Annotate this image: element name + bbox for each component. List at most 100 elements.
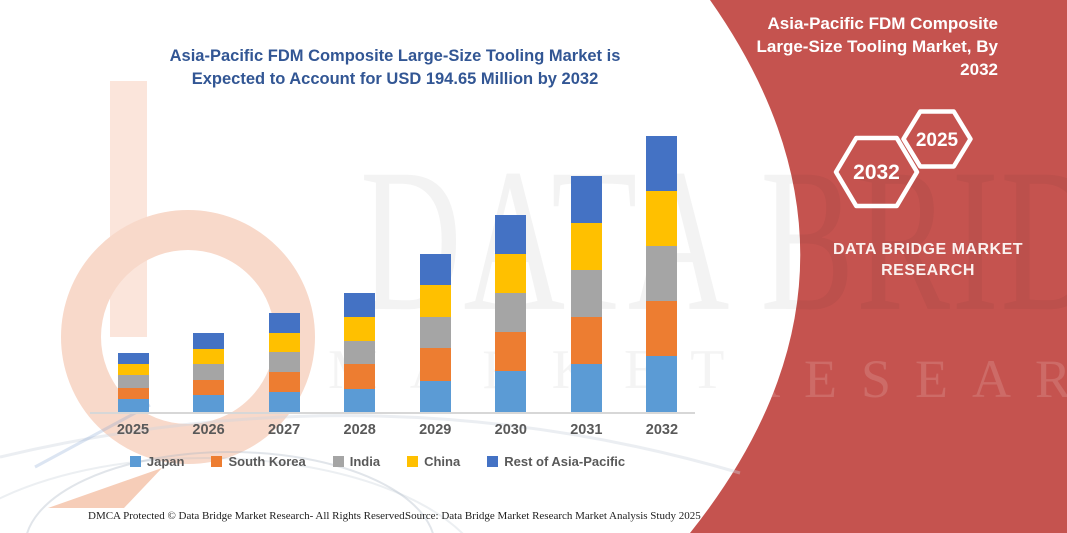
right-panel-heading: Asia-Pacific FDM Composite Large-Size To… <box>740 12 998 81</box>
stacked-bar-2028 <box>344 292 376 412</box>
bar-segment-2025-south-korea <box>117 387 149 399</box>
x-axis-label-2032: 2032 <box>645 422 679 438</box>
bar-segment-2029-rest-of-asia-pacific <box>419 254 451 286</box>
bar-segment-2030-south-korea <box>495 331 527 372</box>
legend-item-rest-of-asia-pacific: Rest of Asia-Pacific <box>487 454 625 469</box>
bar-segment-2032-china <box>646 191 678 246</box>
hexagon-2032-label: 2032 <box>853 161 900 184</box>
bar-segment-2031-rest-of-asia-pacific <box>570 175 602 223</box>
bar-column-2029 <box>412 254 458 412</box>
right-heading-line3: 2032 <box>960 60 998 79</box>
x-axis-label-2028: 2028 <box>343 422 376 438</box>
bar-segment-2028-rest-of-asia-pacific <box>344 292 376 317</box>
legend-item-india: India <box>332 454 380 469</box>
legend-swatch-icon <box>332 456 344 467</box>
legend-label: China <box>424 454 461 469</box>
hexagon-2025-label: 2025 <box>916 130 959 151</box>
bar-segment-2027-rest-of-asia-pacific <box>268 312 300 334</box>
x-axis-labels: 2025 2026 2027 2028 2029 2030 2031 2032 <box>90 422 695 438</box>
legend-swatch-icon <box>407 456 419 467</box>
bar-column-2032 <box>639 135 685 412</box>
bar-column-2027 <box>261 312 307 412</box>
bar-segment-2026-south-korea <box>193 380 225 396</box>
brand-line2: RESEARCH <box>881 262 975 279</box>
bar-segment-2029-japan <box>419 380 451 412</box>
stacked-bar-2032 <box>646 135 678 412</box>
chart-title: Asia-Pacific FDM Composite Large-Size To… <box>90 45 700 91</box>
brand-line1: DATA BRIDGE MARKET <box>832 241 1024 258</box>
hexagon-2032 <box>833 135 920 209</box>
bar-segment-2030-india <box>495 292 527 332</box>
bar-segment-2025-china <box>117 363 149 376</box>
bar-segment-2026-rest-of-asia-pacific <box>193 333 225 349</box>
stacked-bar-2027 <box>268 312 300 412</box>
brand-name: DATA BRIDGE MARKET RESEARCH <box>822 239 1034 281</box>
bar-segment-2028-japan <box>344 388 376 412</box>
bar-segment-2025-india <box>117 375 149 388</box>
x-axis-label-2026: 2026 <box>192 422 225 438</box>
right-heading-line2: Large-Size Tooling Market, By <box>756 37 998 56</box>
bar-segment-2026-china <box>193 348 225 364</box>
bar-segment-2029-south-korea <box>419 348 451 381</box>
legend-label: Japan <box>146 454 185 469</box>
footer-source-text: Source: Data Bridge Market Research Mark… <box>405 510 701 522</box>
bar-segment-2029-india <box>419 317 451 349</box>
bar-segment-2029-china <box>419 285 451 318</box>
legend-item-south-korea: South Korea <box>211 454 306 469</box>
hexagon-2025 <box>901 109 973 169</box>
bar-segment-2027-south-korea <box>268 372 300 392</box>
chart-title-line1: Asia-Pacific FDM Composite Large-Size To… <box>169 47 621 65</box>
x-axis-label-2029: 2029 <box>419 422 452 438</box>
bar-segment-2032-india <box>646 245 678 302</box>
bar-segment-2030-china <box>495 253 527 293</box>
x-axis-label-2031: 2031 <box>570 422 603 438</box>
bar-segment-2032-rest-of-asia-pacific <box>646 135 678 192</box>
bar-segment-2031-china <box>570 222 602 270</box>
legend-item-japan: Japan <box>129 454 185 469</box>
bar-segment-2026-japan <box>193 395 225 412</box>
legend-label: South Korea <box>228 454 306 469</box>
stacked-bar-2030 <box>495 214 527 412</box>
x-axis-label-2030: 2030 <box>494 422 527 438</box>
legend-item-china: China <box>407 454 460 469</box>
bar-segment-2027-japan <box>268 391 300 412</box>
right-heading-line1: Asia-Pacific FDM Composite <box>767 14 999 33</box>
footer-dmca-text: DMCA Protected © Data Bridge Market Rese… <box>88 510 408 522</box>
legend-swatch-icon <box>129 456 141 467</box>
bar-segment-2025-rest-of-asia-pacific <box>117 352 149 364</box>
bar-segment-2027-china <box>268 333 300 353</box>
x-axis-label-2025: 2025 <box>116 422 150 438</box>
bar-segment-2028-south-korea <box>344 364 376 389</box>
footer: DMCA Protected © Data Bridge Market Rese… <box>88 510 728 522</box>
bar-segment-2030-japan <box>495 371 527 412</box>
bar-segment-2028-india <box>344 340 376 364</box>
bar-column-2025 <box>110 352 156 412</box>
bar-column-2030 <box>488 214 534 412</box>
bar-segment-2032-south-korea <box>646 301 678 357</box>
bar-segment-2031-india <box>570 269 602 317</box>
stacked-bar-2025 <box>117 352 149 412</box>
stacked-bar-2029 <box>419 254 451 412</box>
legend-swatch-icon <box>211 456 223 467</box>
bar-plot-area <box>90 135 695 414</box>
bar-segment-2030-rest-of-asia-pacific <box>495 214 527 254</box>
x-axis-label-2027: 2027 <box>267 422 301 438</box>
bar-column-2031 <box>563 175 609 412</box>
stacked-bar-2031 <box>570 175 602 412</box>
bar-segment-2031-japan <box>570 363 602 412</box>
chart-title-line2: Expected to Account for USD 194.65 Milli… <box>191 70 599 88</box>
bar-column-2028 <box>337 292 383 412</box>
legend-label: Rest of Asia-Pacific <box>504 454 626 469</box>
b-logo-corner-wedge <box>48 468 162 508</box>
bar-column-2026 <box>186 333 232 412</box>
bar-segment-2032-japan <box>646 356 678 412</box>
hexagon-badges: 2032 2025 <box>833 109 973 209</box>
bar-segment-2026-india <box>193 363 225 381</box>
bar-segment-2025-japan <box>117 398 149 412</box>
bar-segment-2027-india <box>268 352 300 373</box>
chart-legend: Japan South Korea India China Rest of Asia-P… <box>85 454 670 469</box>
legend-swatch-icon <box>487 456 499 467</box>
stacked-bar-2026 <box>193 333 225 412</box>
bar-segment-2028-china <box>344 316 376 341</box>
